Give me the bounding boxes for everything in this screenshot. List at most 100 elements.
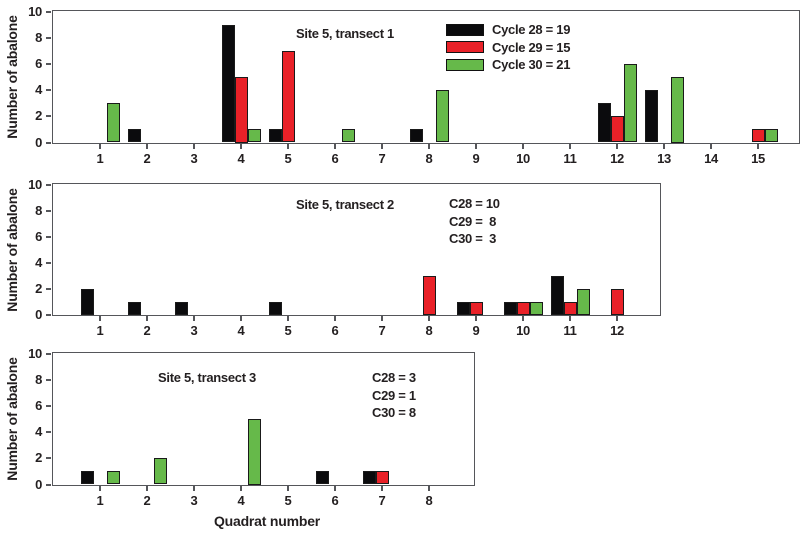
cycle-totals-annotation: C28 = 10 C29 = 8 C30 = 3 bbox=[449, 195, 500, 248]
panel-title: Site 5, transect 2 bbox=[296, 197, 394, 212]
x-axis-tick bbox=[334, 486, 336, 491]
y-axis-tick bbox=[46, 141, 51, 144]
bar-cycle30-quadrat-4 bbox=[247, 419, 261, 485]
x-axis-tick bbox=[193, 316, 195, 321]
x-axis-tick bbox=[287, 144, 289, 149]
legend-label: Cycle 28 = 19 bbox=[492, 22, 571, 38]
bar-cycle30-quadrat-8 bbox=[435, 90, 449, 143]
x-tick-label: 11 bbox=[563, 151, 577, 166]
y-tick-label: 4 bbox=[35, 424, 42, 440]
bar-cycle28-quadrat-2 bbox=[127, 301, 141, 315]
bar-cycle29-quadrat-4 bbox=[234, 77, 248, 143]
annotation-line: C29 = 1 bbox=[372, 387, 416, 403]
annotation-line: C28 = 3 bbox=[372, 370, 416, 385]
y-tick-label: 0 bbox=[35, 476, 42, 492]
y-axis-tick bbox=[46, 10, 51, 13]
bar-cycle28-quadrat-5 bbox=[268, 301, 282, 315]
bar-cycle28-quadrat-1 bbox=[80, 471, 94, 485]
x-tick-label: 7 bbox=[378, 493, 386, 508]
legend-row: Cycle 30 = 21 bbox=[446, 56, 570, 74]
x-tick-label: 15 bbox=[751, 151, 765, 166]
y-axis-tick bbox=[46, 183, 51, 186]
bar-cycle28-quadrat-11 bbox=[550, 275, 564, 315]
x-tick-label: 10 bbox=[516, 323, 530, 338]
x-tick-label: 9 bbox=[472, 323, 480, 338]
x-axis-tick bbox=[146, 316, 148, 321]
bar-cycle28-quadrat-8 bbox=[409, 129, 423, 143]
x-axis-title: Quadrat number bbox=[213, 513, 321, 529]
x-tick-label: 7 bbox=[378, 323, 386, 338]
y-axis-tick bbox=[46, 209, 51, 212]
bar-cycle30-quadrat-4 bbox=[247, 129, 261, 143]
bar-cycle28-quadrat-9 bbox=[456, 301, 470, 315]
panel-title: Site 5, transect 3 bbox=[158, 370, 256, 385]
legend-swatch-cycle28 bbox=[446, 23, 484, 36]
bar-cycle29-quadrat-12 bbox=[610, 288, 624, 315]
bar-cycle28-quadrat-1 bbox=[80, 288, 94, 315]
bar-cycle29-quadrat-8 bbox=[422, 275, 436, 315]
x-tick-label: 1 bbox=[96, 323, 104, 338]
bar-cycle30-quadrat-2 bbox=[153, 458, 167, 485]
x-tick-label: 8 bbox=[425, 323, 433, 338]
y-tick-label: 8 bbox=[35, 371, 42, 387]
bar-cycle30-quadrat-13 bbox=[670, 77, 684, 143]
y-tick-label: 6 bbox=[35, 397, 42, 413]
y-axis-tick bbox=[46, 115, 51, 118]
y-tick-label: 10 bbox=[28, 3, 42, 19]
x-tick-label: 12 bbox=[610, 323, 624, 338]
x-axis-tick bbox=[146, 144, 148, 149]
x-tick-label: 3 bbox=[190, 323, 198, 338]
bar-cycle28-quadrat-10 bbox=[503, 301, 517, 315]
bar-cycle28-quadrat-3 bbox=[174, 301, 188, 315]
x-axis-tick bbox=[663, 144, 665, 149]
annotation-line: C30 = 3 bbox=[449, 231, 497, 246]
x-axis-tick bbox=[428, 316, 430, 321]
x-axis-tick bbox=[522, 316, 524, 321]
bar-cycle29-quadrat-10 bbox=[516, 301, 530, 315]
y-tick-label: 4 bbox=[35, 254, 42, 270]
x-axis-tick bbox=[616, 316, 618, 321]
bar-cycle28-quadrat-12 bbox=[597, 103, 611, 143]
annotation-line: C30 = 8 bbox=[372, 405, 416, 420]
y-tick-label: 10 bbox=[28, 176, 42, 192]
y-tick-label: 6 bbox=[35, 228, 42, 244]
x-tick-label: 5 bbox=[284, 151, 292, 166]
x-axis-tick bbox=[334, 144, 336, 149]
x-axis-tick bbox=[428, 486, 430, 491]
x-tick-label: 6 bbox=[331, 493, 339, 508]
y-axis-tick bbox=[46, 483, 51, 486]
y-axis-tick bbox=[46, 89, 51, 92]
x-tick-label: 6 bbox=[331, 151, 339, 166]
x-axis-tick bbox=[381, 486, 383, 491]
x-axis-tick bbox=[146, 486, 148, 491]
bar-cycle30-quadrat-12 bbox=[623, 63, 637, 143]
y-axis-tick bbox=[46, 261, 51, 264]
y-axis-tick bbox=[46, 352, 51, 355]
x-tick-label: 8 bbox=[425, 493, 433, 508]
bar-cycle30-quadrat-1 bbox=[106, 471, 120, 485]
x-axis-tick bbox=[193, 144, 195, 149]
legend-row: Cycle 29 = 15 bbox=[446, 39, 570, 57]
panel-transect-1: Number of abalone 0 2 4 6 8 10 1 2 3 4 5 6 7 8 9 10 11 12 1… bbox=[4, 4, 800, 166]
annotation-line: C28 = 10 bbox=[449, 196, 500, 211]
x-tick-label: 13 bbox=[657, 151, 671, 166]
cycle-totals-annotation: C28 = 3 C29 = 1 C30 = 8 bbox=[372, 369, 416, 422]
y-axis-tick bbox=[46, 235, 51, 238]
annotation-line: C29 = 8 bbox=[449, 213, 497, 229]
plot-area bbox=[52, 10, 800, 144]
x-axis-tick bbox=[428, 144, 430, 149]
legend-label: Cycle 30 = 21 bbox=[492, 57, 571, 73]
y-axis-tick bbox=[46, 313, 51, 316]
y-axis-tick bbox=[46, 378, 51, 381]
x-axis-tick bbox=[240, 486, 242, 491]
x-axis-tick bbox=[381, 144, 383, 149]
y-axis-tick bbox=[46, 404, 51, 407]
x-axis-tick bbox=[381, 316, 383, 321]
y-tick-label: 2 bbox=[35, 108, 42, 124]
bar-cycle30-quadrat-10 bbox=[529, 301, 543, 315]
x-tick-label: 5 bbox=[284, 323, 292, 338]
bar-cycle29-quadrat-9 bbox=[469, 301, 483, 315]
x-tick-label: 4 bbox=[237, 493, 245, 508]
legend: Cycle 28 = 19 Cycle 29 = 15 Cycle 30 = 21 bbox=[446, 21, 570, 74]
